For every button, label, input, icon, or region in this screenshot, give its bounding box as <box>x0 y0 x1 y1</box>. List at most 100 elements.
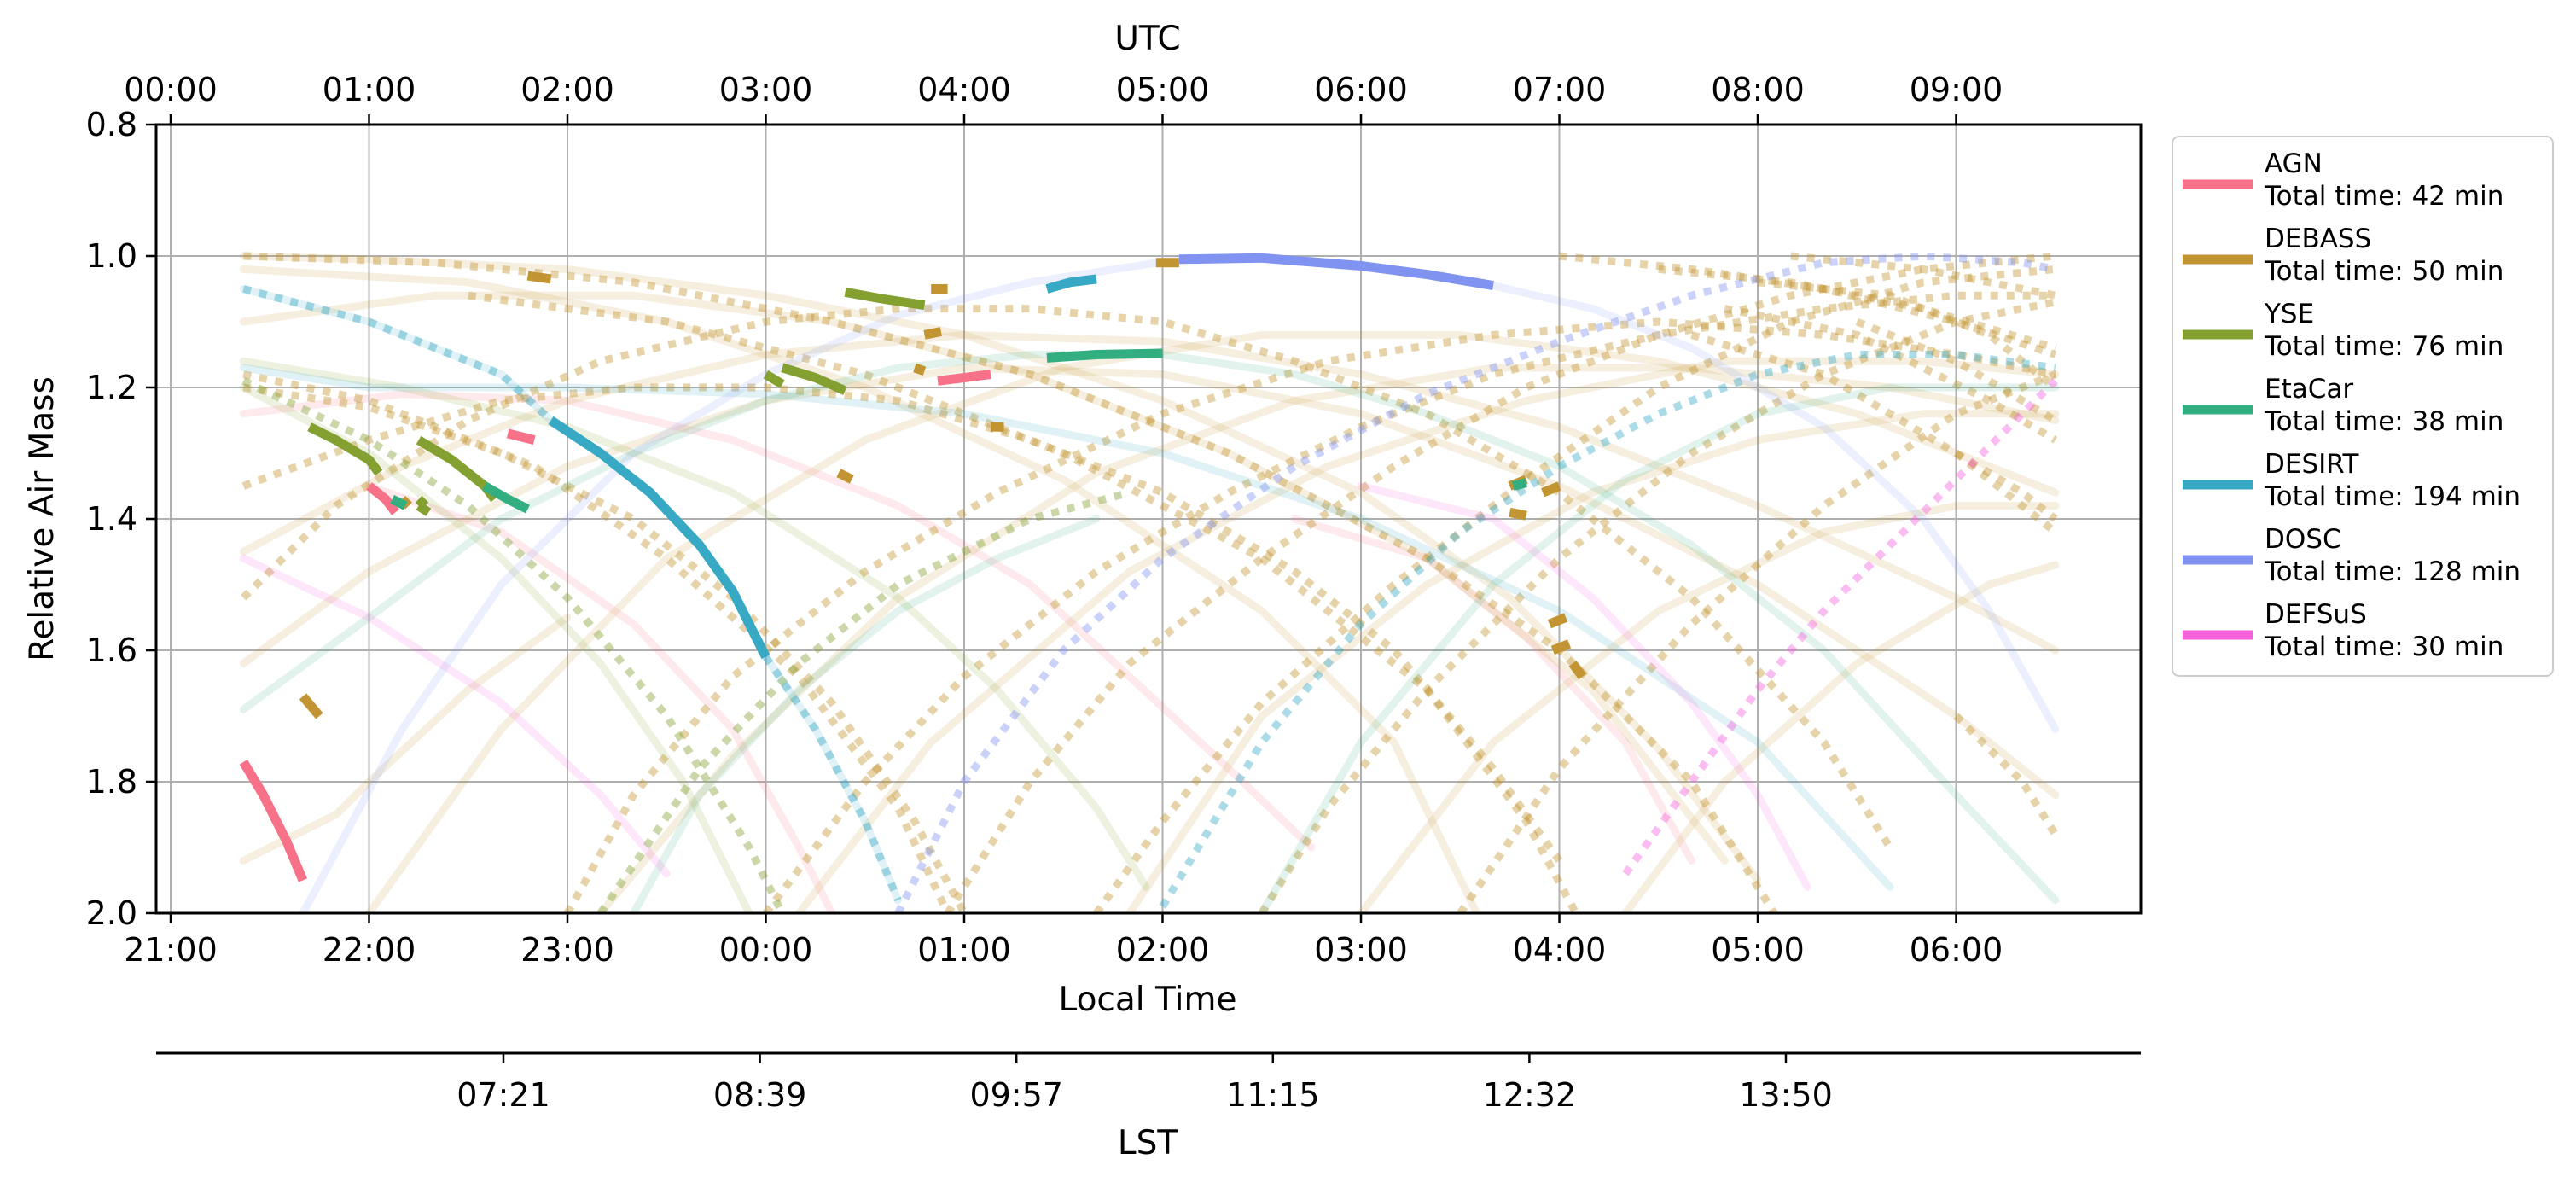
lst-axis-title: LST <box>1118 1124 1178 1162</box>
track-debass <box>239 614 572 865</box>
legend-total-time: Total time: 194 min <box>2264 481 2521 512</box>
segment-debass <box>923 327 942 340</box>
dotted-track-debass <box>1093 265 2056 913</box>
segment-debass <box>1547 613 1568 629</box>
legend-box <box>2172 136 2554 677</box>
y-tick-label: 2.0 <box>86 894 137 932</box>
segment-dosc <box>1178 253 1494 291</box>
legend-total-time: Total time: 38 min <box>2264 406 2503 437</box>
lst-tick-label: 08:39 <box>713 1076 807 1114</box>
dotted-track-desirt <box>762 655 902 902</box>
x-tick-label: 02:00 <box>1116 931 1210 969</box>
dotted-track-debass <box>1757 278 2058 391</box>
dotted-track-debass <box>1953 713 2059 836</box>
track-debass <box>365 330 2060 913</box>
lst-tick-label: 11:15 <box>1226 1076 1320 1114</box>
track-debass <box>239 265 1481 913</box>
track-debass <box>239 291 1729 865</box>
y-tick-label: 1.4 <box>86 500 137 538</box>
y-tick-label: 1.8 <box>86 763 137 801</box>
dotted-track-dosc <box>894 252 2056 913</box>
dotted-track-debass <box>944 252 2056 913</box>
track-desirt <box>239 364 1894 891</box>
x-tick-label: 22:00 <box>323 931 416 969</box>
y-tick-label: 1.6 <box>86 632 137 669</box>
segment-debass <box>1541 481 1561 498</box>
track-dosc <box>1489 282 2060 733</box>
segment-etacar <box>1046 348 1163 363</box>
segment-etacar <box>390 494 408 510</box>
segment-agn <box>366 482 399 515</box>
segment-yse <box>307 422 383 476</box>
faint-airmass-tracks <box>239 252 2060 913</box>
dotted-track-debass <box>1258 298 2056 913</box>
dotted-track-debass <box>1855 317 2058 424</box>
segment-desirt <box>1045 274 1097 294</box>
y-tick-label: 0.8 <box>86 106 137 143</box>
legend-total-time: Total time: 128 min <box>2264 556 2521 587</box>
axis-ticks: 21:00 00:00 22:00 01:00 23:00 02:00 00:00 03:00… <box>86 71 2003 969</box>
x-tick-label: 23:00 <box>520 931 614 969</box>
segment-debass <box>1509 507 1527 521</box>
dotted-track-debass <box>241 305 1893 850</box>
track-debass <box>239 330 2060 655</box>
y-tick-label: 1.0 <box>86 237 137 275</box>
segment-debass <box>913 363 927 376</box>
segment-etacar <box>482 481 530 514</box>
lst-axis: 07:21 08:39 09:57 11:15 12:32 13:50 <box>456 1053 1833 1114</box>
dotted-track-debass <box>1724 305 2058 444</box>
track-debass <box>1621 561 2060 913</box>
track-yse <box>239 357 1150 891</box>
x-tick-label: 03:00 <box>1314 931 1408 969</box>
utc-tick-label: 00:00 <box>124 71 218 108</box>
y-tick-label: 1.2 <box>86 369 137 406</box>
utc-tick-label: 03:00 <box>719 71 813 108</box>
legend-total-time: Total time: 42 min <box>2264 181 2503 212</box>
x-axis-title: Local Time <box>1059 981 1237 1019</box>
x-tick-label: 00:00 <box>719 931 813 969</box>
utc-tick-label: 05:00 <box>1116 71 1210 108</box>
legend-total-time: Total time: 76 min <box>2264 331 2503 362</box>
segment-agn <box>239 760 308 882</box>
track-debass <box>1125 410 2060 913</box>
dotted-track-debass <box>1559 252 2057 358</box>
legend-series-name: DOSC <box>2265 524 2341 555</box>
segment-yse <box>844 287 926 311</box>
legend-total-time: Total time: 30 min <box>2264 632 2503 662</box>
utc-tick-label: 08:00 <box>1711 71 1805 108</box>
dotted-track-debass <box>1790 252 2056 300</box>
dotted-track-debass <box>762 291 2056 913</box>
dotted-track-defsus <box>1622 378 2058 876</box>
top-axis-title: UTC <box>1114 20 1180 58</box>
lst-tick-label: 07:21 <box>456 1076 550 1114</box>
y-axis-title: Relative Air Mass <box>23 376 61 661</box>
track-defsus <box>1357 482 1811 891</box>
legend-series-name: DESIRT <box>2265 449 2360 480</box>
track-desirt <box>762 653 902 905</box>
track-dosc <box>299 255 1183 913</box>
track-defsus <box>239 554 671 878</box>
legend-series-name: EtaCar <box>2265 374 2353 405</box>
dotted-track-debass <box>1690 331 2058 535</box>
legend-series-name: AGN <box>2265 148 2323 179</box>
track-debass <box>1357 502 2060 913</box>
segment-yse <box>763 370 785 388</box>
segment-debass <box>526 271 552 284</box>
segment-debass <box>299 693 323 719</box>
track-etacar <box>630 515 1101 913</box>
lst-tick-label: 13:50 <box>1739 1076 1833 1114</box>
track-etacar <box>1258 383 2060 913</box>
scheduled-segments <box>239 253 1586 882</box>
lst-tick-label: 12:32 <box>1483 1076 1577 1114</box>
legend-series-name: DEBASS <box>2265 224 2371 254</box>
track-debass <box>794 357 2060 913</box>
dotted-track-debass <box>241 383 1563 864</box>
utc-tick-label: 01:00 <box>323 71 416 108</box>
segment-yse <box>416 502 432 516</box>
dotted-track-debass <box>564 317 2056 913</box>
track-agn <box>1291 515 1695 865</box>
segment-debass <box>1568 661 1586 680</box>
legend-series-name: YSE <box>2264 299 2314 329</box>
x-tick-label: 05:00 <box>1711 931 1805 969</box>
